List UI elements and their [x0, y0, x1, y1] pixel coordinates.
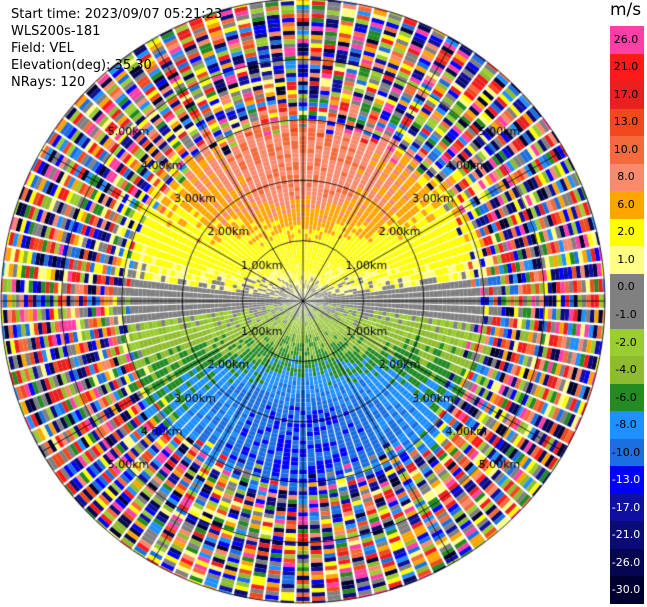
start-time-label: Start time: 2023/09/07 05:21:23	[11, 7, 223, 22]
colorbar-unit: m/s	[610, 0, 642, 20]
colorbar-tick-label: -8.0	[615, 418, 637, 432]
colorbar-bin	[610, 191, 644, 220]
velocity-colorbar: m/s 26.0 21.0 17.0 13.0 10.0 8.0 6.0 2.0 1.0 0.0 -…	[608, 0, 647, 607]
colorbar-tick-label: 13.0	[613, 115, 639, 129]
site-label: WLS200s-181	[11, 24, 101, 39]
colorbar-tick-label: 17.0	[613, 87, 639, 101]
colorbar-tick-label: -4.0	[615, 363, 637, 377]
colorbar-tick-label: 21.0	[613, 60, 639, 74]
colorbar-bin	[610, 521, 644, 550]
colorbar-bin	[610, 53, 644, 82]
colorbar-bin	[610, 328, 644, 357]
colorbar-tick-label: -13.0	[611, 473, 641, 487]
colorbar-bin	[610, 356, 644, 385]
colorbar-bin	[610, 383, 644, 412]
colorbar-tick-label: -6.0	[615, 390, 637, 404]
colorbar-bin	[610, 411, 644, 440]
colorbar-bin	[610, 26, 644, 55]
radar-ppi-plot	[0, 0, 608, 607]
field-label: Field: VEL	[11, 41, 74, 56]
colorbar-tick-label: 8.0	[617, 170, 635, 184]
colorbar-tick-label: -26.0	[611, 555, 641, 569]
colorbar-tick-label: -30.0	[611, 583, 641, 597]
colorbar-bin	[610, 548, 644, 577]
colorbar-tick-label: -17.0	[611, 500, 641, 514]
colorbar-bin	[610, 218, 644, 247]
colorbar-bin	[610, 81, 644, 110]
colorbar-tick-label: 10.0	[613, 142, 639, 156]
elevation-label: Elevation(deg): 35.30	[11, 58, 152, 73]
colorbar-bin	[610, 466, 644, 495]
colorbar-bin	[610, 576, 644, 605]
colorbar-bin	[610, 246, 644, 275]
colorbar-tick-label: -10.0	[611, 445, 641, 459]
colorbar-bin	[610, 273, 644, 302]
colorbar-tick-label: 1.0	[617, 252, 635, 266]
colorbar-tick-label: 2.0	[617, 225, 635, 239]
colorbar-tick-label: -21.0	[611, 528, 641, 542]
colorbar-bin	[610, 163, 644, 192]
colorbar-tick-label: 6.0	[617, 197, 635, 211]
colorbar-tick-label: -2.0	[615, 335, 637, 349]
colorbar-bin	[610, 438, 644, 467]
colorbar-tick-label: 26.0	[613, 32, 639, 46]
colorbar-tick-label: -1.0	[615, 308, 637, 321]
colorbar-bin	[610, 301, 644, 330]
scan-metadata: Start time: 2023/09/07 05:21:23 WLS200s-…	[11, 6, 222, 91]
nrays-label: NRays: 120	[11, 75, 86, 90]
colorbar-bin	[610, 108, 644, 137]
colorbar-bin	[610, 493, 644, 522]
colorbar-tick-label: 0.0	[617, 280, 635, 294]
colorbar-bin	[610, 136, 644, 165]
